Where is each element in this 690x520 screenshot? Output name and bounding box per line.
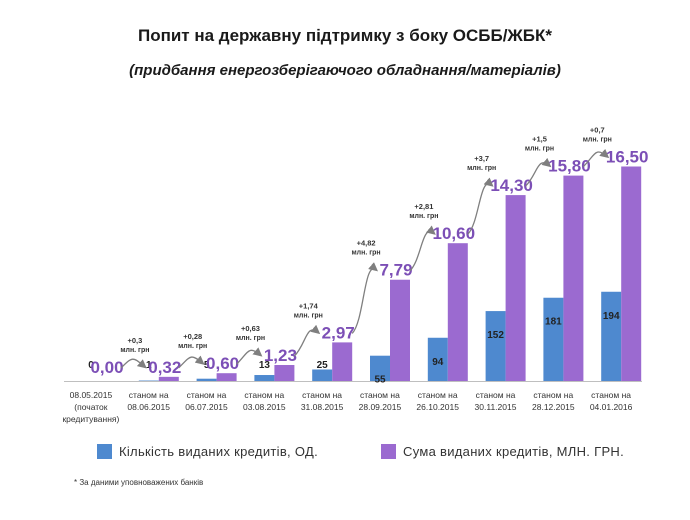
growth-arrow xyxy=(582,148,610,168)
x-tick-label: станом на xyxy=(187,390,227,400)
sum-bar xyxy=(158,376,179,381)
count-value-label: 13 xyxy=(259,360,271,371)
count-bar xyxy=(312,369,333,381)
x-tick-label: 28.09.2015 xyxy=(359,402,402,412)
sum-value-label: 10,60 xyxy=(433,224,476,243)
x-tick-label: станом на xyxy=(244,390,284,400)
sum-value-label: 15,80 xyxy=(548,157,591,176)
sum-bar xyxy=(390,279,410,381)
increment-unit: млн. грн xyxy=(294,312,323,319)
count-bar xyxy=(543,297,564,381)
chart-subtitle: (придбання енергозберігаючого обладнання… xyxy=(129,62,561,79)
x-tick-label: (початок xyxy=(74,402,107,412)
increment-value: +3,7 xyxy=(474,154,489,163)
growth-arrow xyxy=(409,225,436,272)
increment-unit: млн. грн xyxy=(525,146,554,153)
x-tick-label: станом на xyxy=(591,390,631,400)
growth-arrow xyxy=(293,324,321,357)
legend-swatch-count xyxy=(97,444,112,459)
x-tick-label: станом на xyxy=(129,390,169,400)
count-value-label: 25 xyxy=(317,360,329,371)
chart-title: Попит на державну підтримку з боку ОСББ/… xyxy=(137,26,553,45)
increment-value: +0,7 xyxy=(590,126,605,135)
x-tick-label: станом на xyxy=(302,390,342,400)
increment-value: +1,5 xyxy=(532,135,547,144)
increment-unit: млн. грн xyxy=(236,335,265,342)
sum-bar xyxy=(447,243,468,381)
growth-arrow xyxy=(178,355,205,369)
sum-value-label: 1,23 xyxy=(264,346,297,365)
sum-bar xyxy=(332,342,353,381)
growth-arrow xyxy=(236,347,263,365)
sum-value-label: 2,97 xyxy=(322,323,355,342)
count-bar xyxy=(254,375,275,381)
legend-item-count: Кількість виданих кредитів, ОД. xyxy=(97,444,318,459)
growth-arrow xyxy=(120,358,147,369)
growth-arrow xyxy=(525,157,552,187)
legend-swatch-sum xyxy=(381,444,396,459)
increment-unit: млн. грн xyxy=(120,347,149,354)
legend-label-count: Кількість виданих кредитів, ОД. xyxy=(119,444,318,459)
increment-unit: млн. грн xyxy=(178,343,207,350)
increment-unit: млн. грн xyxy=(583,137,612,144)
legend-label-sum: Сума виданих кредитів, МЛН. ГРН. xyxy=(403,444,625,459)
increment-unit: млн. грн xyxy=(409,213,438,220)
sum-bar xyxy=(505,195,526,381)
count-bar xyxy=(601,291,622,381)
count-bar xyxy=(485,311,506,381)
sum-bar xyxy=(563,175,584,381)
increment-value: +0,3 xyxy=(127,336,142,345)
sum-value-label: 14,30 xyxy=(490,176,533,195)
increment-value: +0,63 xyxy=(241,324,260,333)
x-tick-label: станом на xyxy=(476,390,516,400)
x-tick-label: 30.11.2015 xyxy=(475,402,517,412)
footnote: * За даними уповноважених банків xyxy=(74,478,204,487)
count-value-label: 55 xyxy=(374,375,386,386)
growth-arrow xyxy=(351,262,378,334)
x-tick-label: станом на xyxy=(360,390,400,400)
sum-bar xyxy=(274,365,295,381)
sum-value-label: 7,79 xyxy=(379,261,412,280)
x-tick-label: 28.12.2015 xyxy=(532,402,575,412)
x-tick-label: станом на xyxy=(418,390,458,400)
count-value-label: 194 xyxy=(603,311,620,322)
count-value-label: 1 xyxy=(146,360,152,371)
x-tick-label: 04.01.2016 xyxy=(590,402,633,412)
count-bar xyxy=(196,378,217,381)
count-value-label: 181 xyxy=(545,317,562,328)
count-bar xyxy=(370,355,390,381)
sum-value-label: 16,50 xyxy=(606,148,649,167)
x-tick-label: 08.06.2015 xyxy=(127,402,170,412)
increment-unit: млн. грн xyxy=(467,165,496,172)
x-tick-label: 08.05.2015 xyxy=(70,390,113,400)
x-tick-label: 26.10.2015 xyxy=(416,402,459,412)
x-tick-label: 06.07.2015 xyxy=(185,402,228,412)
increment-unit: млн. грн xyxy=(352,250,381,257)
sum-value-label: 0,60 xyxy=(206,354,239,373)
increment-value: +2,81 xyxy=(414,202,433,211)
increment-value: +4,82 xyxy=(357,239,376,248)
x-tick-label: 31.08.2015 xyxy=(301,402,344,412)
sum-bar xyxy=(621,166,642,381)
sum-bar xyxy=(216,373,237,381)
count-value-label: 94 xyxy=(432,357,444,368)
bar-chart: 00,00 08.05.2015 (початок кредитування) 10,3… xyxy=(62,126,649,425)
legend-item-sum: Сума виданих кредитів, МЛН. ГРН. xyxy=(381,444,624,459)
x-tick-label: кредитування) xyxy=(62,414,119,424)
x-tick-label: 03.08.2015 xyxy=(243,402,286,412)
sum-value-label: 0,00 xyxy=(90,358,123,377)
count-bar xyxy=(427,337,448,381)
count-value-label: 5 xyxy=(204,360,210,371)
sum-value-label: 0,32 xyxy=(148,358,181,377)
chart-legend: Кількість виданих кредитів, ОД. Сума вид… xyxy=(0,444,690,468)
x-tick-label: станом на xyxy=(533,390,573,400)
increment-value: +1,74 xyxy=(299,301,319,310)
count-value-label: 152 xyxy=(487,330,504,341)
increment-value: +0,28 xyxy=(183,332,202,341)
growth-arrow xyxy=(467,177,494,235)
count-value-label: 0 xyxy=(88,360,94,371)
